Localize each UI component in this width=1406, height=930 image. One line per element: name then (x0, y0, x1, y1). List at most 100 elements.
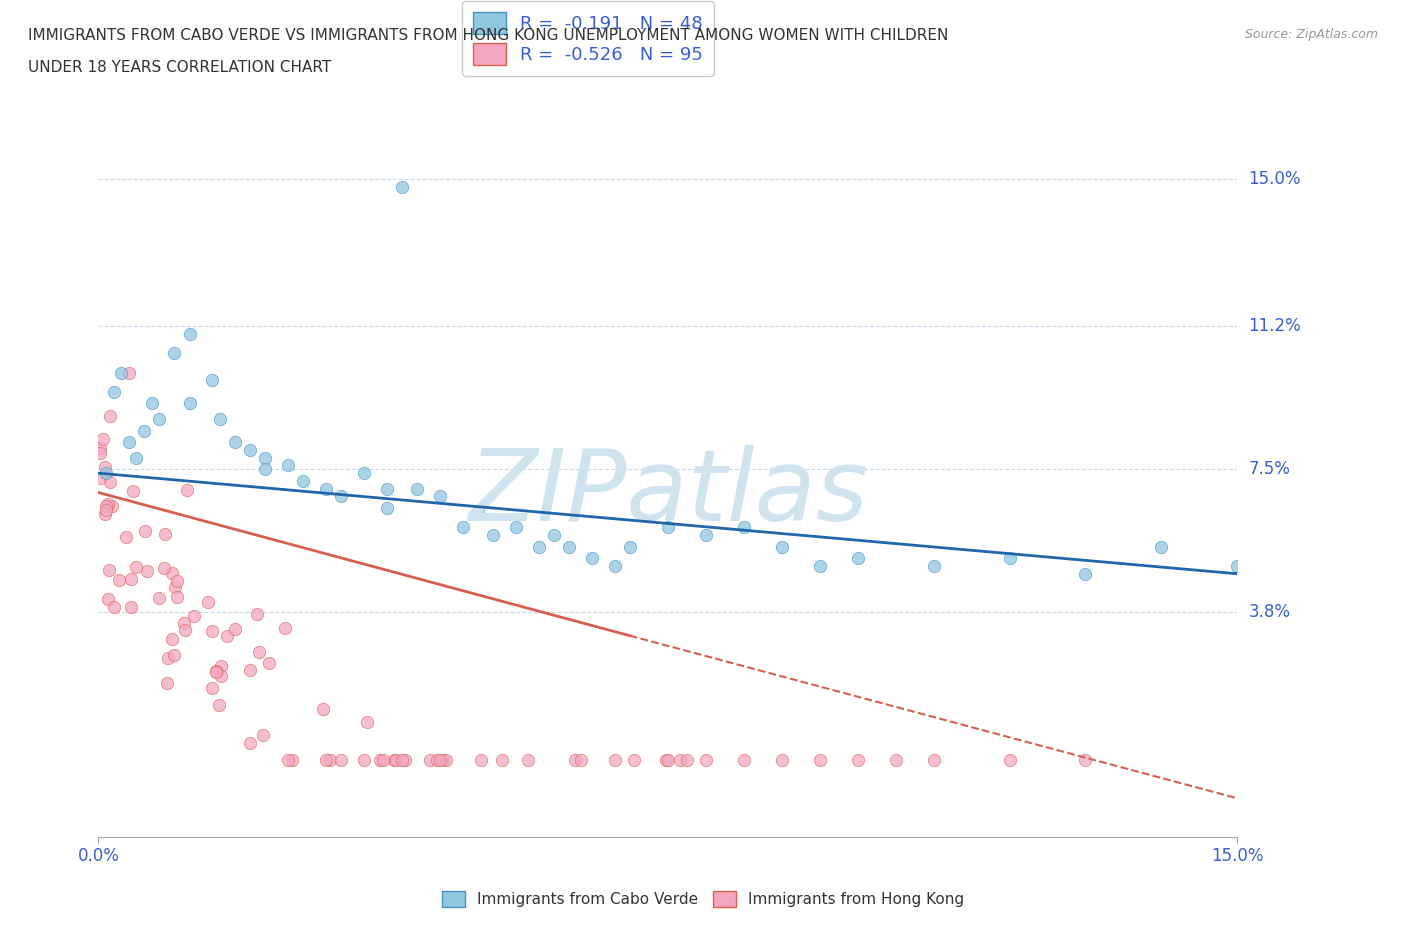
Point (94, 466, 117, 481)
Point (922, 559, 945, 574)
Text: 11.2%: 11.2% (1249, 317, 1301, 335)
Point (162, 565, 184, 580)
Point (277, 458, 299, 472)
Point (1226, 559, 1249, 574)
Point (125, 559, 148, 574)
Point (491, 752, 513, 767)
Point (770, 752, 793, 767)
Point (118, 434, 141, 449)
Point (101, 498, 124, 513)
Text: 3.8%: 3.8% (1249, 604, 1291, 621)
Text: 15.0%: 15.0% (1249, 170, 1301, 188)
Point (770, 539, 793, 554)
Point (179, 326, 201, 341)
Text: ZIPatlas: ZIPatlas (468, 445, 868, 542)
Point (141, 396, 163, 411)
Point (406, 481, 429, 496)
Point (385, 752, 408, 767)
Point (356, 714, 378, 729)
Point (239, 736, 262, 751)
Point (808, 752, 831, 767)
Point (391, 752, 413, 767)
Point (120, 600, 142, 615)
Point (695, 527, 717, 542)
Point (432, 752, 454, 767)
Point (173, 616, 195, 631)
Point (292, 473, 315, 488)
Point (97, 497, 120, 512)
Point (89, 441, 111, 456)
Point (998, 551, 1021, 565)
Point (247, 644, 270, 659)
Point (558, 539, 581, 554)
Point (581, 551, 603, 565)
Point (118, 365, 141, 380)
Point (254, 450, 277, 465)
Point (429, 752, 451, 767)
Point (505, 520, 527, 535)
Point (208, 411, 231, 426)
Point (517, 752, 540, 767)
Point (183, 608, 205, 623)
Point (96, 498, 118, 513)
Point (103, 384, 125, 399)
Point (246, 606, 269, 621)
Point (156, 675, 179, 690)
Point (239, 662, 262, 677)
Point (846, 551, 869, 565)
Point (114, 529, 136, 544)
Point (619, 539, 641, 554)
Text: IMMIGRANTS FROM CABO VERDE VS IMMIGRANTS FROM HONG KONG UNEMPLOYMENT AMONG WOMEN: IMMIGRANTS FROM CABO VERDE VS IMMIGRANTS… (28, 28, 949, 43)
Point (436, 752, 458, 767)
Point (419, 752, 441, 767)
Point (733, 520, 755, 535)
Point (808, 559, 831, 574)
Point (252, 728, 274, 743)
Point (368, 752, 391, 767)
Point (353, 752, 375, 767)
Point (204, 665, 226, 680)
Point (166, 573, 188, 588)
Point (657, 752, 679, 767)
Point (176, 483, 198, 498)
Point (330, 489, 353, 504)
Point (163, 346, 186, 361)
Point (89, 446, 111, 461)
Point (239, 443, 262, 458)
Point (224, 434, 246, 449)
Point (120, 572, 142, 587)
Point (330, 752, 353, 767)
Point (605, 752, 627, 767)
Point (97, 562, 120, 577)
Point (312, 702, 335, 717)
Point (254, 462, 277, 477)
Point (482, 527, 505, 542)
Point (160, 631, 183, 646)
Point (676, 752, 699, 767)
Text: UNDER 18 YEARS CORRELATION CHART: UNDER 18 YEARS CORRELATION CHART (28, 60, 332, 75)
Point (201, 681, 224, 696)
Point (922, 752, 945, 767)
Point (224, 621, 246, 636)
Point (217, 629, 239, 644)
Point (319, 752, 342, 767)
Point (98, 408, 121, 423)
Point (623, 752, 645, 767)
Point (353, 466, 375, 481)
Text: Source: ZipAtlas.com: Source: ZipAtlas.com (1244, 28, 1378, 41)
Point (208, 698, 231, 712)
Point (527, 539, 550, 554)
Point (122, 484, 145, 498)
Point (201, 373, 224, 388)
Point (98, 474, 121, 489)
Point (543, 527, 565, 542)
Point (451, 520, 474, 535)
Point (174, 622, 197, 637)
Point (394, 752, 416, 767)
Legend: Immigrants from Cabo Verde, Immigrants from Hong Kong: Immigrants from Cabo Verde, Immigrants f… (436, 884, 970, 913)
Point (94, 507, 117, 522)
Point (103, 599, 125, 614)
Point (375, 500, 398, 515)
Point (1074, 566, 1097, 581)
Point (157, 651, 180, 666)
